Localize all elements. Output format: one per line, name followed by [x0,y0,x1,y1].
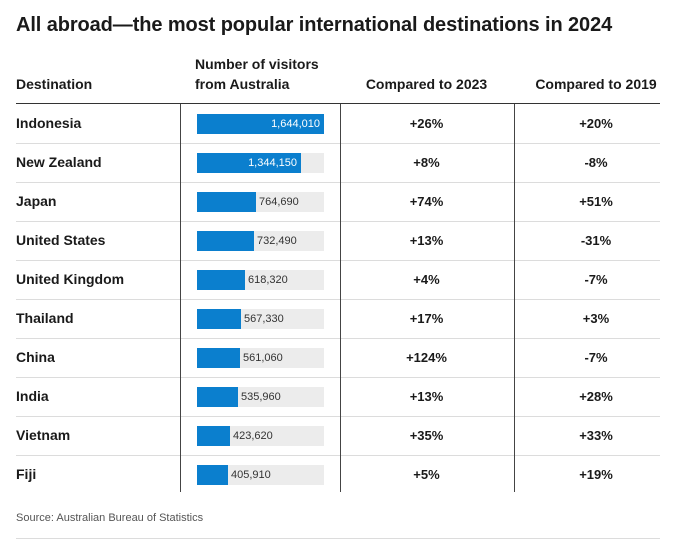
visitors-bar [197,270,245,290]
table-row: Fiji 405,910 +5% +19% [0,455,691,494]
compared-2023-value: +124% [406,350,447,365]
destination-label: Fiji [16,466,37,482]
compared-2023-value: +4% [413,272,440,287]
row-divider [16,143,660,144]
row-divider [16,299,660,300]
destination-label: China [16,349,55,365]
header-compared-2019: Compared to 2019 [535,76,657,92]
destination-label: United Kingdom [16,271,125,287]
visitors-bar-track: 561,060 [197,348,324,368]
compared-2019-value: +3% [582,311,610,326]
visitors-bar [197,153,301,173]
row-divider [16,455,660,456]
header-divider [16,103,660,104]
compared-2023-value: +26% [409,116,444,131]
header-visitors: Number of visitors from Australia [195,54,345,94]
visitors-value-label: 618,320 [248,274,288,286]
header-compared-2023: Compared to 2023 [365,76,488,92]
visitors-bar [197,387,238,407]
row-divider [16,260,660,261]
visitors-bar [197,192,256,212]
visitors-value-label: 567,330 [244,313,284,325]
visitors-bar [197,231,254,251]
header-visitors-line2: from Australia [195,76,290,92]
compared-2019-value: +33% [579,428,613,443]
compared-2019-value: -7% [584,350,608,365]
visitors-value-label: 535,960 [241,391,281,403]
visitors-bar [197,309,241,329]
column-divider-left [180,104,181,492]
row-divider [16,377,660,378]
compared-2023-value: +74% [409,194,444,209]
chart-title: All abroad—the most popular internationa… [16,14,613,36]
compared-2019-value: -8% [584,155,608,170]
destination-label: Vietnam [16,427,71,443]
compared-2019-value: -31% [580,233,612,248]
destination-label: Japan [16,193,57,209]
visitors-value-label: 732,490 [257,235,297,247]
visitors-bar-track: 618,320 [197,270,324,290]
visitors-bar-track: 567,330 [197,309,324,329]
destination-label: Thailand [16,310,74,326]
visitors-bar-track: 1,644,010 [197,114,324,134]
compared-2023-value: +8% [413,155,440,170]
visitors-value-label: 405,910 [231,469,271,481]
compared-2023-value: +13% [409,233,444,248]
compared-2023-value: +13% [409,389,444,404]
source-note: Source: Australian Bureau of Statistics [16,512,204,524]
column-divider-right [514,104,515,492]
destination-label: New Zealand [16,154,102,170]
row-divider [16,338,660,339]
compared-2023-value: +5% [413,467,440,482]
destination-label: Indonesia [16,115,82,131]
destination-label: India [16,388,49,404]
visitors-bar [197,465,228,485]
visitors-value-label: 1,344,150 [248,157,297,169]
visitors-bar-track: 405,910 [197,465,324,485]
visitors-bar-track: 423,620 [197,426,324,446]
visitors-bar-track: 764,690 [197,192,324,212]
compared-2019-value: +19% [579,467,613,482]
visitors-value-label: 423,620 [233,430,273,442]
visitors-bar [197,114,324,134]
compared-2019-value: -7% [584,272,608,287]
table-row: Indonesia 1,644,010 +26% +20% [0,104,691,143]
destination-label: United States [16,232,106,248]
compared-2023-value: +35% [409,428,444,443]
visitors-value-label: 1,644,010 [271,118,320,130]
header-destination: Destination [16,76,93,92]
table-row: India 535,960 +13% +28% [0,377,691,416]
table-row: Thailand 567,330 +17% +3% [0,299,691,338]
table-row: United Kingdom 618,320 +4% -7% [0,260,691,299]
table-row: United States 732,490 +13% -31% [0,221,691,260]
table-row: China 561,060 +124% -7% [0,338,691,377]
visitors-bar [197,426,230,446]
compared-2019-value: +28% [579,389,613,404]
compared-2019-value: +20% [579,116,613,131]
visitors-bar-track: 1,344,150 [197,153,324,173]
compared-2019-value: +51% [579,194,613,209]
table-row: Vietnam 423,620 +35% +33% [0,416,691,455]
visitors-value-label: 561,060 [243,352,283,364]
header-visitors-line1: Number of visitors [195,56,319,72]
compared-2023-value: +17% [409,311,444,326]
visitors-bar-track: 732,490 [197,231,324,251]
visitors-value-label: 764,690 [259,196,299,208]
table-row: Japan 764,690 +74% +51% [0,182,691,221]
row-divider [16,182,660,183]
visitors-bar [197,348,240,368]
visitors-bar-track: 535,960 [197,387,324,407]
row-divider [16,416,660,417]
row-divider [16,221,660,222]
column-divider-middle [340,104,341,492]
footer-divider [16,538,660,539]
table-row: New Zealand 1,344,150 +8% -8% [0,143,691,182]
